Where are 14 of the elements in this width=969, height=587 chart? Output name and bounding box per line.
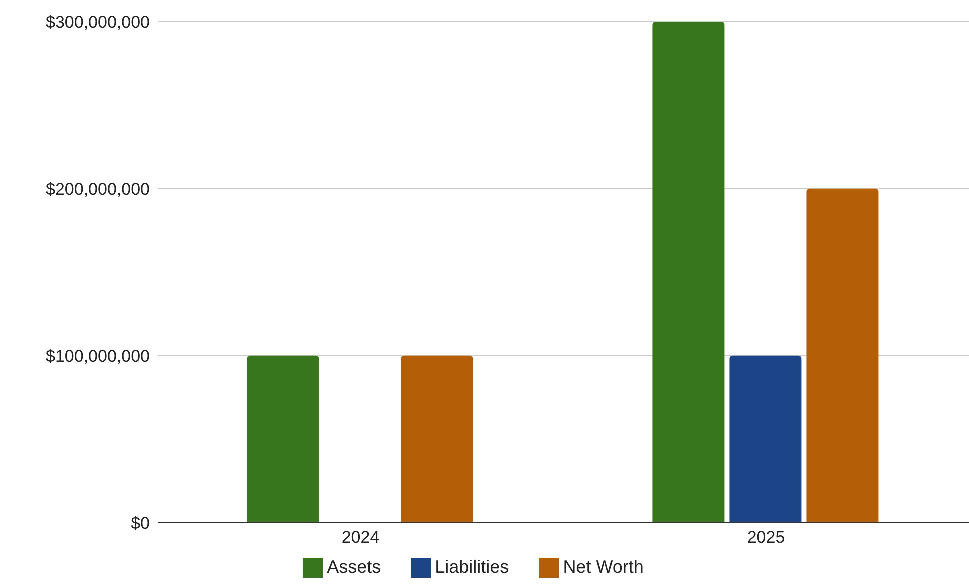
bar xyxy=(247,356,320,523)
x-tick-label: 2024 xyxy=(342,528,380,547)
legend-label: Liabilities xyxy=(435,556,510,577)
y-tick-label: $0 xyxy=(131,514,150,533)
bar xyxy=(806,188,879,523)
y-tick-label: $100,000,000 xyxy=(46,346,150,366)
y-tick-label: $300,000,000 xyxy=(46,13,150,32)
bar xyxy=(730,356,802,523)
legend-label: Assets xyxy=(327,556,382,577)
y-tick-label: $200,000,000 xyxy=(46,180,150,199)
bar xyxy=(652,22,725,523)
x-tick-label: 2025 xyxy=(747,528,786,547)
bar xyxy=(401,356,474,523)
legend-label: Net Worth xyxy=(563,556,644,577)
